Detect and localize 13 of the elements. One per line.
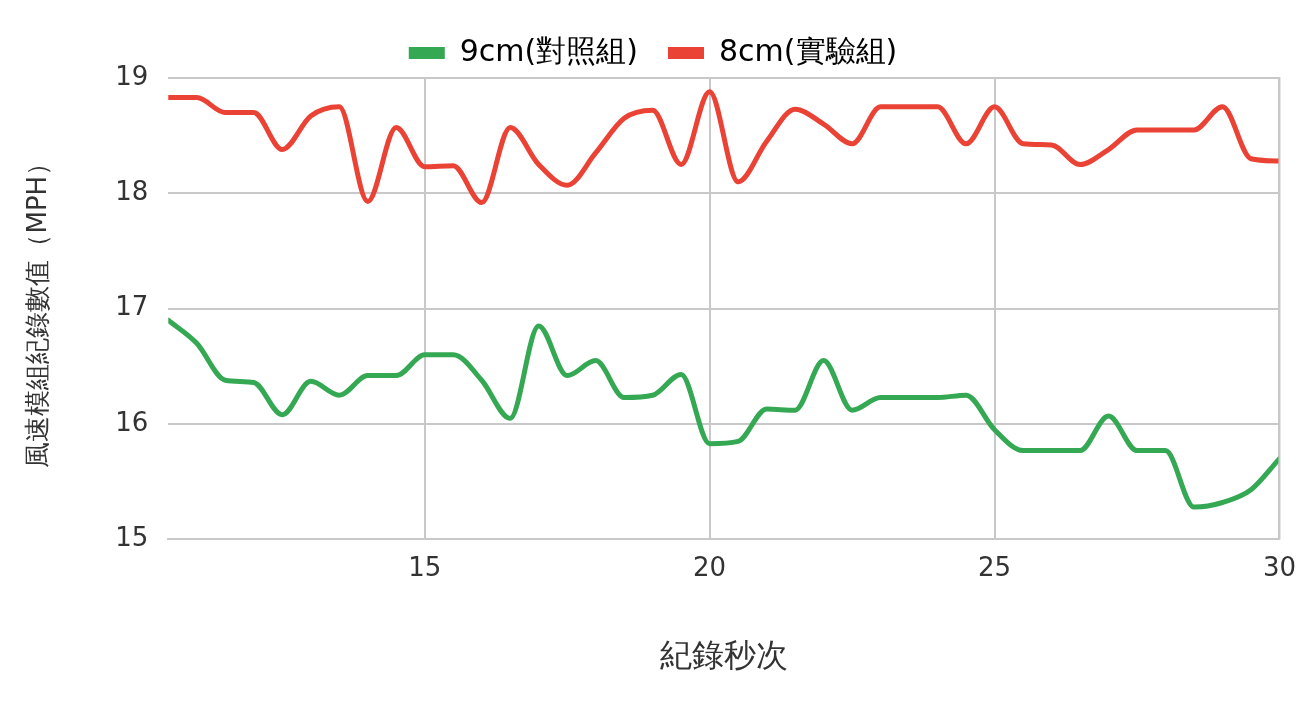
y-tick-label: 16 (115, 406, 149, 437)
y-tick-label: 18 (115, 176, 149, 207)
x-tick-label: 20 (693, 551, 727, 582)
y-tick-label: 17 (115, 291, 149, 322)
y-axis-title: 風速模組紀錄數值（MPH） (22, 149, 53, 468)
legend-label: 9cm(對照組) (459, 32, 639, 68)
y-tick-label: 19 (115, 60, 149, 91)
x-tick-label: 15 (408, 551, 442, 582)
y-tick-label: 15 (115, 522, 149, 553)
x-axis-title: 紀錄秒次 (659, 636, 788, 675)
x-tick-label: 25 (977, 551, 1012, 582)
x-tick-label: 30 (1262, 551, 1296, 582)
legend-label: 8cm(實驗組) (719, 32, 898, 68)
